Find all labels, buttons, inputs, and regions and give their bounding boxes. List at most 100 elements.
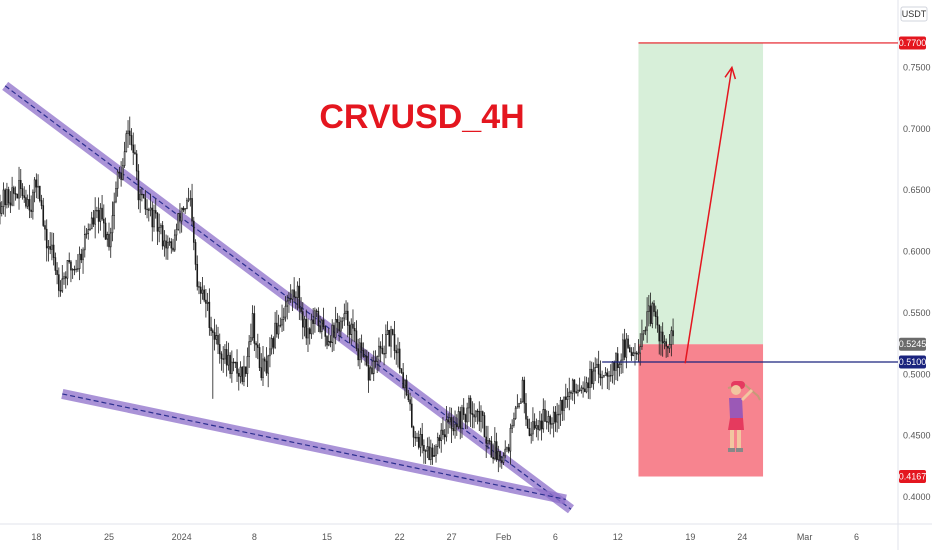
candle-body [270, 338, 273, 350]
time-axis[interactable]: 18 25 2024 8 15 22 27 Feb 6 12 19 24 Mar 6 [31, 532, 859, 542]
candle-body [520, 401, 522, 404]
candle-body [449, 417, 451, 423]
candle-body [639, 346, 641, 354]
candle-body [321, 319, 323, 332]
candle-body [587, 382, 590, 389]
candle-body [511, 425, 513, 429]
candle-body [327, 340, 330, 346]
long-position[interactable] [638, 42, 764, 477]
candle-body [11, 187, 13, 206]
candle-body [442, 429, 444, 436]
candle-body [462, 407, 465, 416]
candle-body [364, 355, 366, 358]
candle-body [206, 301, 209, 304]
candle-body [590, 368, 593, 385]
candle-body [362, 349, 365, 357]
candle-body [205, 299, 207, 304]
candle-body [35, 179, 38, 188]
candle-body [483, 415, 486, 438]
candle-body [542, 409, 545, 430]
candle-body [658, 324, 661, 342]
candle-body [151, 207, 154, 228]
price-axis[interactable]: 0.7500 0.7000 0.6500 0.6000 0.5500 0.5000 0.45… [899, 36, 931, 502]
y-tick-label: 0.7500 [903, 62, 931, 72]
candle-body [388, 329, 391, 347]
candle-body [0, 206, 3, 214]
candle-body [182, 207, 185, 211]
candle-body [225, 349, 228, 366]
candle-body [630, 351, 633, 356]
candle-body [172, 247, 174, 251]
candle-body [44, 225, 46, 230]
candle-body [445, 419, 448, 438]
candle-body [653, 303, 655, 313]
candle-body [525, 403, 527, 420]
arrow-shaft [684, 67, 733, 364]
candle-body [295, 296, 297, 299]
candle-body [561, 400, 564, 411]
candle-body [383, 353, 385, 355]
candle-body [608, 375, 610, 377]
candle-body [4, 189, 6, 206]
candle-body [16, 193, 19, 199]
candle-body [75, 268, 77, 271]
candle-body [648, 305, 650, 312]
currency-label: USDT [902, 9, 927, 19]
candle-body [118, 171, 121, 174]
candle-body [667, 345, 669, 349]
candle-body [634, 352, 636, 354]
candle-body [549, 416, 552, 425]
candle-body [289, 298, 292, 300]
target-arrow [684, 65, 737, 364]
candle-body [158, 226, 160, 232]
candle-body [537, 425, 539, 430]
currency-badge[interactable]: USDT [900, 6, 928, 22]
candle-body [436, 437, 439, 447]
candle-body [419, 433, 422, 448]
candle-body [319, 325, 321, 332]
candle-body [234, 361, 237, 364]
candle-body [135, 153, 138, 172]
chart-title: CRVUSD_4H [319, 98, 524, 136]
candle-body [116, 171, 119, 189]
candle-body [97, 209, 100, 222]
candle-body [68, 260, 71, 263]
candle-body [492, 457, 494, 460]
level-lines [602, 42, 898, 363]
candle-body [258, 347, 261, 369]
candle-body [570, 391, 572, 394]
candle-body [672, 330, 674, 337]
candle-body [660, 331, 662, 342]
golfer-icon [727, 381, 761, 452]
candle-body [148, 209, 150, 211]
candle-body [341, 317, 344, 322]
candle-body [424, 450, 427, 452]
candle-body [19, 180, 22, 189]
candle-body [651, 303, 654, 324]
candle-body [0, 202, 1, 214]
price-axis-panel [898, 0, 932, 550]
candle-body [336, 319, 339, 323]
falling-wedge [2, 81, 574, 514]
candle-body [30, 209, 32, 212]
candle-body [625, 338, 628, 358]
candle-body [393, 334, 396, 351]
candle-body [563, 396, 565, 411]
candle-body [14, 193, 17, 195]
candle-body [186, 200, 188, 209]
y-tick-label: 0.4000 [903, 492, 931, 502]
candle-body [168, 241, 171, 243]
x-tick-label: 12 [613, 532, 623, 542]
candle-body [568, 391, 571, 397]
candle-body [224, 349, 226, 360]
candle-body [378, 345, 380, 357]
candle-body [276, 322, 278, 335]
candle-body [430, 447, 432, 461]
candle-body [663, 341, 666, 344]
candle-body [269, 348, 271, 357]
candle-body [333, 324, 335, 338]
price-tag-entry-bg [899, 355, 926, 369]
candle-body [577, 389, 579, 394]
candle-body [582, 387, 584, 390]
